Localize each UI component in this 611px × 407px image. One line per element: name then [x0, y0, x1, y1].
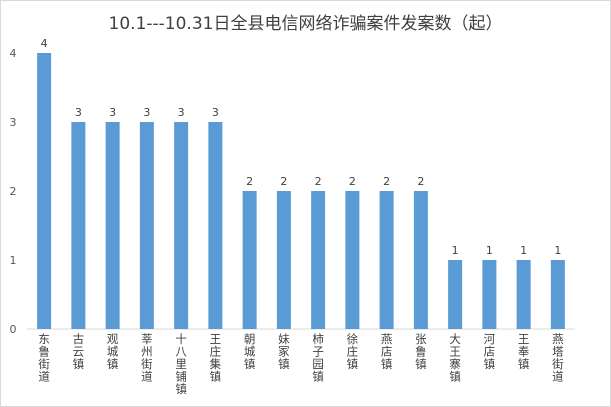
bar	[276, 191, 291, 329]
data-label: 2	[280, 175, 287, 188]
data-label: 1	[452, 244, 459, 257]
data-label: 1	[520, 244, 527, 257]
category-label: 十八里铺镇	[175, 332, 187, 396]
data-label: 2	[246, 175, 253, 188]
bar	[311, 191, 326, 329]
bar	[482, 260, 497, 329]
y-tick-label: 3	[10, 116, 17, 129]
bar	[379, 191, 394, 329]
category-label: 观城镇	[107, 332, 119, 371]
bar	[242, 191, 257, 329]
category-label: 王庄集镇	[210, 332, 222, 384]
y-tick-label: 1	[10, 254, 17, 267]
data-label: 2	[315, 175, 322, 188]
data-label: 3	[178, 106, 185, 119]
category-label: 燕塔街道	[552, 332, 564, 384]
data-label: 1	[554, 244, 561, 257]
category-label: 古云镇	[73, 332, 85, 371]
y-tick-label: 2	[10, 185, 17, 198]
chart-title: 10.1---10.31日全县电信网络诈骗案件发案数（起）	[108, 14, 503, 34]
data-label: 2	[417, 175, 424, 188]
data-label: 3	[143, 106, 150, 119]
bar	[345, 191, 360, 329]
category-label: 徐庄镇	[347, 332, 359, 371]
category-label: 妹冢镇	[278, 332, 290, 371]
category-label: 柿子园镇	[312, 332, 324, 384]
bar	[139, 122, 154, 329]
data-label: 3	[109, 106, 116, 119]
bar	[516, 260, 531, 329]
data-label: 2	[383, 175, 390, 188]
bar	[105, 122, 120, 329]
y-tick-label: 4	[10, 47, 17, 60]
bar	[174, 122, 189, 329]
category-label: 张鲁镇	[415, 332, 427, 371]
category-label: 河店镇	[484, 332, 496, 371]
bar	[550, 260, 565, 329]
category-label: 莘州街道	[141, 332, 153, 384]
data-label: 2	[349, 175, 356, 188]
category-label: 东鲁街道	[38, 332, 50, 384]
bar	[71, 122, 86, 329]
bar	[413, 191, 428, 329]
data-label: 1	[486, 244, 493, 257]
category-label: 大王寨镇	[449, 332, 461, 384]
bar	[208, 122, 223, 329]
data-label: 4	[41, 37, 48, 50]
data-label: 3	[212, 106, 219, 119]
y-tick-label: 0	[10, 323, 17, 336]
category-label: 朝城镇	[244, 332, 256, 371]
data-label: 3	[75, 106, 82, 119]
category-label: 燕店镇	[381, 332, 393, 371]
bar	[448, 260, 463, 329]
category-label: 王奉镇	[518, 332, 530, 371]
bar	[37, 53, 52, 329]
